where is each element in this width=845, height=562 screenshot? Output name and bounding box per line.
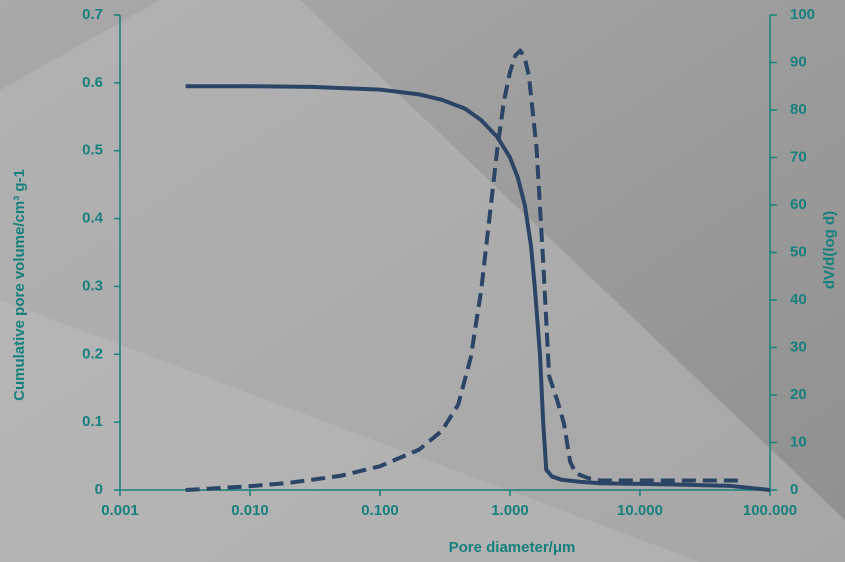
y-tick-label: 0.7 xyxy=(82,6,103,23)
x-tick-label: 0.001 xyxy=(101,502,139,519)
y-tick-label: 0.5 xyxy=(82,142,103,159)
y-tick-label: 0 xyxy=(95,481,103,498)
y2-tick-label: 20 xyxy=(790,386,807,403)
y2-tick-label: 50 xyxy=(790,243,807,260)
y-tick-label: 0.3 xyxy=(82,277,103,294)
y2-tick-label: 80 xyxy=(790,101,807,118)
y-axis-label: Cumulative pore volume/cm³ g-1 xyxy=(11,169,28,401)
y2-tick-label: 90 xyxy=(790,53,807,70)
y-tick-label: 0.2 xyxy=(82,345,103,362)
y-tick-label: 0.4 xyxy=(82,210,104,227)
y2-tick-label: 100 xyxy=(790,6,815,23)
y2-tick-label: 30 xyxy=(790,338,807,355)
y2-tick-label: 10 xyxy=(790,433,807,450)
y2-axis-label: dV/d(log d) xyxy=(821,211,838,289)
page: {"chart_data": { "type": "line", "x_labe… xyxy=(0,0,845,562)
x-axis-label: Pore diameter/μm xyxy=(449,539,576,556)
x-tick-label: 0.100 xyxy=(361,502,399,519)
x-tick-label: 10.000 xyxy=(617,502,663,519)
y2-tick-label: 70 xyxy=(790,148,807,165)
y-tick-label: 0.1 xyxy=(82,413,103,430)
x-tick-label: 100.000 xyxy=(743,502,797,519)
x-tick-label: 1.000 xyxy=(491,502,529,519)
y2-tick-label: 0 xyxy=(790,481,798,498)
y-tick-label: 0.6 xyxy=(82,74,103,91)
y2-tick-label: 60 xyxy=(790,196,807,213)
x-tick-label: 0.010 xyxy=(231,502,269,519)
chart: Pore diameter/μm Cumulative pore volume/… xyxy=(0,0,845,562)
y2-tick-label: 40 xyxy=(790,291,807,308)
